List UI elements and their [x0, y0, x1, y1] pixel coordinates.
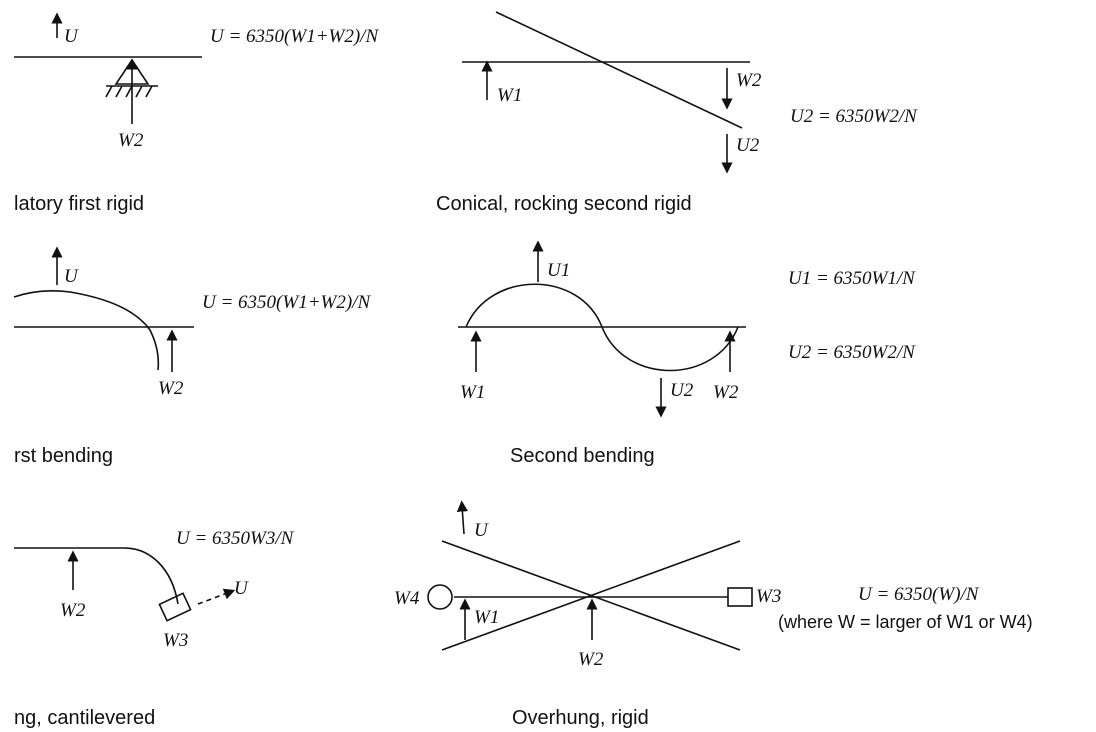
overhung-mass-icon — [727, 587, 753, 607]
label-w2: W2 — [118, 130, 144, 151]
arrow-u — [456, 500, 468, 535]
caption: Conical, rocking second rigid — [436, 193, 692, 215]
label-u2: U2 — [670, 380, 694, 401]
caption: rst bending — [14, 445, 113, 467]
label-u2: U2 — [736, 135, 760, 156]
formula: U = 6350W3/N — [176, 528, 295, 549]
label-u: U — [474, 520, 489, 541]
caption: latory first rigid — [14, 193, 144, 215]
formula-note: (where W = larger of W1 or W4) — [778, 612, 1033, 632]
label-w1: W1 — [460, 382, 485, 403]
formula: U = 6350(W)/N — [858, 584, 980, 605]
label-w3: W3 — [163, 630, 188, 651]
label-w2: W2 — [578, 649, 604, 670]
panel-cantilevered: W2 W3 U U = 6350W3/N ng, cantilevered — [14, 528, 295, 729]
label-w2: W2 — [158, 378, 184, 399]
caption: Overhung, rigid — [512, 707, 649, 729]
label-w3: W3 — [756, 586, 781, 607]
label-w1: W1 — [474, 607, 499, 628]
label-u1: U1 — [547, 260, 570, 281]
caption: Second bending — [510, 445, 655, 467]
formula: U = 6350(W1+W2)/N — [210, 26, 379, 47]
label-w1: W1 — [497, 85, 522, 106]
panel-first-rigid: U W2 U = 6350(W1+W2)/N latory first rigi… — [14, 12, 379, 215]
label-w2: W2 — [60, 600, 86, 621]
label-w2: W2 — [713, 382, 739, 403]
panel-conical-rocking: W1 W2 U2 U2 = 6350W2/N Conical, rocking … — [436, 11, 918, 215]
label-u: U — [64, 26, 79, 47]
panel-first-bending: U W2 U = 6350(W1+W2)/N rst bending — [13, 246, 371, 467]
deflected-shaft-curve — [13, 290, 160, 371]
deflected-shaft-curve — [465, 283, 739, 372]
deflected-shaft-curve — [14, 547, 179, 605]
arrow-u — [197, 588, 236, 605]
label-u: U — [64, 266, 79, 287]
overhung-mass-icon — [158, 592, 192, 622]
deflected-shaft-line — [495, 11, 743, 129]
deflected-shaft-line-b — [441, 540, 741, 651]
overhung-disk-icon — [427, 584, 453, 610]
label-w2: W2 — [736, 70, 762, 91]
panel-overhung-rigid: U W1 W2 W3 W4 U = 6350(W)/N (where W = l… — [394, 500, 1033, 729]
formula: U = 6350(W1+W2)/N — [202, 292, 371, 313]
label-w4: W4 — [394, 588, 420, 609]
panel-second-bending: U1 W1 U2 W2 U1 = 6350W1/N U2 = 6350W2/N … — [458, 240, 916, 467]
caption: ng, cantilevered — [14, 707, 155, 729]
formula-u1: U1 = 6350W1/N — [788, 268, 916, 289]
formula: U2 = 6350W2/N — [790, 106, 918, 127]
label-u: U — [234, 578, 249, 599]
formula-u2: U2 = 6350W2/N — [788, 342, 916, 363]
bearing-support-icon — [105, 58, 158, 124]
